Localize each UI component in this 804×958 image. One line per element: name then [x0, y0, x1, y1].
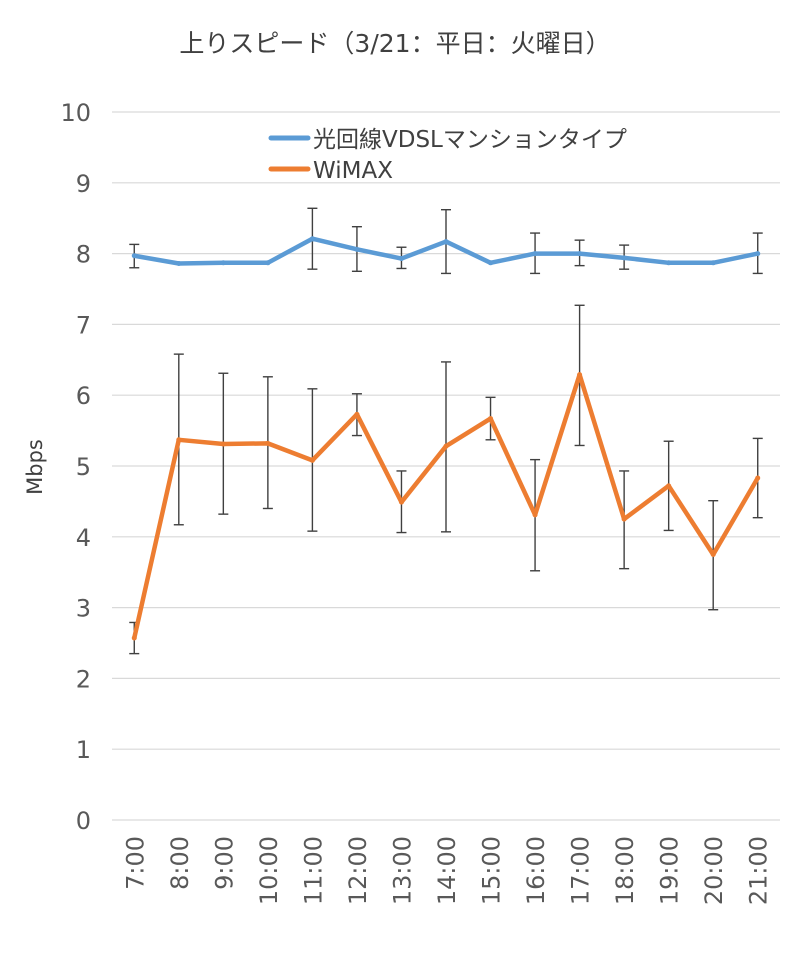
- data-point: [176, 261, 182, 267]
- data-point: [488, 260, 494, 266]
- y-axis-label: Mbps: [23, 439, 47, 495]
- y-tick-label: 6: [76, 382, 91, 410]
- data-point: [488, 416, 494, 422]
- x-tick-label: 13:00: [388, 836, 416, 905]
- data-point: [532, 512, 538, 518]
- y-tick-label: 7: [76, 311, 91, 339]
- x-tick-label: 14:00: [433, 836, 461, 905]
- x-tick-label: 20:00: [700, 836, 728, 905]
- data-point: [398, 256, 404, 262]
- x-tick-label: 7:00: [121, 836, 149, 890]
- y-tick-label: 4: [76, 524, 91, 552]
- gridlines: [112, 111, 780, 821]
- data-point: [398, 499, 404, 505]
- y-tick-label: 0: [76, 807, 91, 835]
- data-point: [621, 255, 627, 261]
- y-tick-label: 1: [76, 736, 91, 764]
- data-point: [354, 411, 360, 417]
- x-tick-label: 15:00: [478, 836, 506, 905]
- data-point: [666, 260, 672, 266]
- x-tick-label: 11:00: [299, 836, 327, 905]
- y-tick-label: 3: [76, 595, 91, 623]
- y-tick-labels: 0 1 2 3 4 5 6 7 8 9 10: [60, 99, 91, 835]
- x-tick-label: 12:00: [344, 836, 372, 905]
- x-tick-label: 16:00: [522, 836, 550, 905]
- legend-label: 光回線VDSLマンションタイプ: [313, 127, 627, 153]
- data-point: [621, 516, 627, 522]
- y-tick-label: 5: [76, 453, 91, 481]
- data-point: [666, 483, 672, 489]
- y-tick-label: 2: [76, 665, 91, 693]
- y-tick-label: 8: [76, 241, 91, 269]
- x-tick-label: 9:00: [210, 836, 238, 890]
- data-point: [710, 260, 716, 266]
- data-point: [220, 441, 226, 447]
- x-tick-label: 19:00: [656, 836, 684, 905]
- data-point: [220, 260, 226, 266]
- data-point: [710, 552, 716, 557]
- data-point: [755, 475, 761, 481]
- series-1: [129, 304, 763, 655]
- data-point: [176, 437, 182, 443]
- data-point: [354, 246, 360, 252]
- y-tick-label: 9: [76, 170, 91, 198]
- chart-title: 上りスピード（3/21：平日：火曜日）: [179, 29, 610, 58]
- data-point: [443, 239, 449, 245]
- data-point: [532, 251, 538, 257]
- data-point: [577, 251, 583, 257]
- data-point: [577, 372, 583, 378]
- legend-label: WiMAX: [313, 158, 393, 184]
- series-layer: [129, 207, 763, 655]
- x-tick-label: 10:00: [255, 836, 283, 905]
- data-point: [309, 236, 315, 242]
- series-0: [129, 207, 763, 275]
- x-tick-labels: 7:00 8:00 9:00 10:00 11:00 12:00 13:00 14:00 15:…: [121, 836, 772, 905]
- data-point: [309, 457, 315, 463]
- data-point: [755, 251, 761, 257]
- data-point: [131, 253, 137, 259]
- x-tick-label: 8:00: [166, 836, 194, 890]
- x-tick-label: 21:00: [745, 836, 773, 905]
- x-tick-label: 17:00: [567, 836, 595, 905]
- x-tick-label: 18:00: [611, 836, 639, 905]
- data-point: [131, 635, 137, 641]
- legend: 光回線VDSLマンションタイプ WiMAX: [268, 127, 627, 184]
- data-point: [265, 440, 271, 446]
- data-point: [265, 260, 271, 266]
- data-point: [443, 443, 449, 449]
- y-tick-label: 10: [60, 99, 91, 127]
